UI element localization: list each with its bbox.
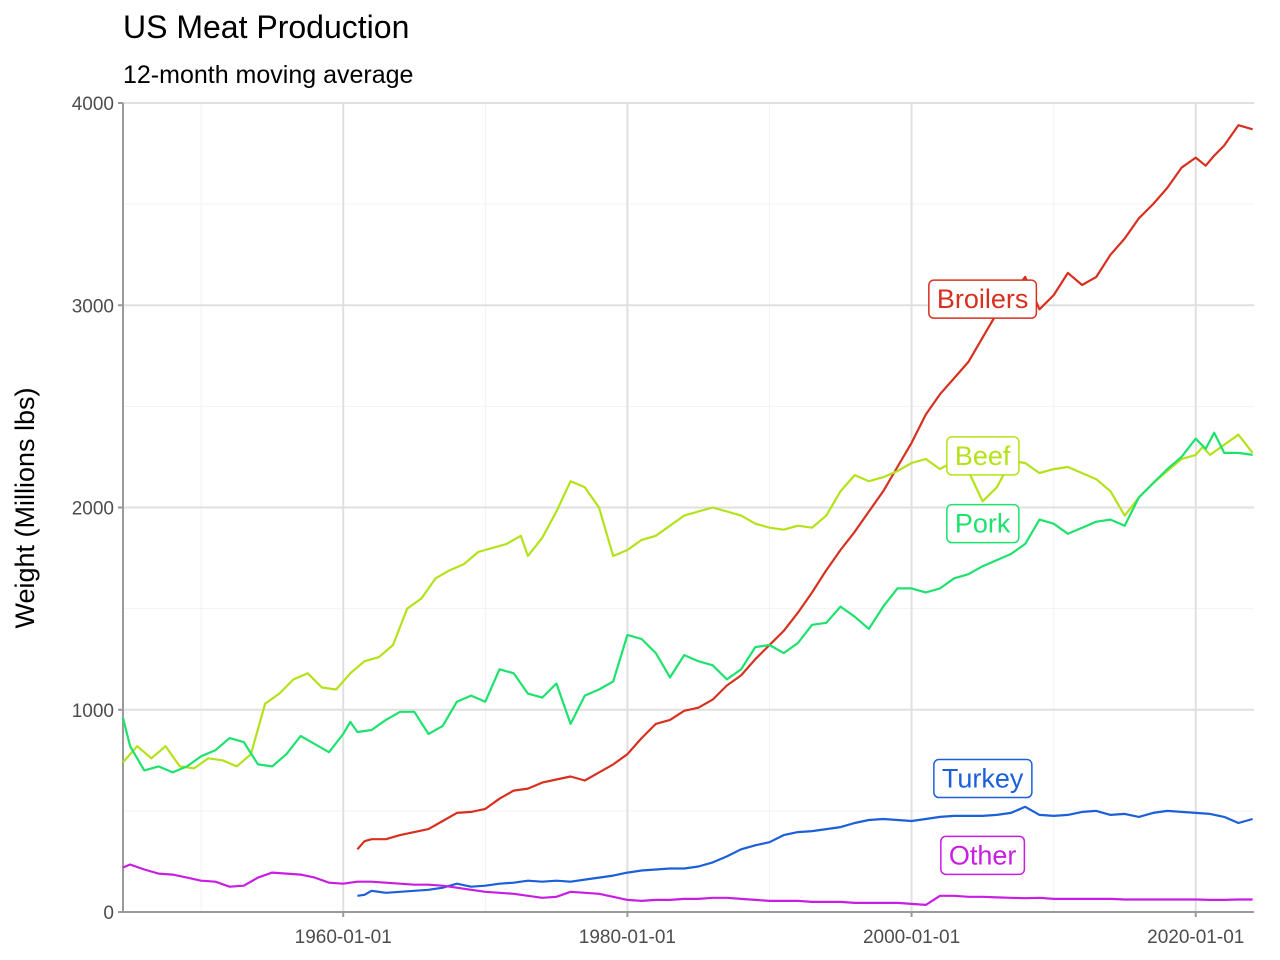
series-label-beef: Beef bbox=[946, 436, 1020, 476]
series-line-pork bbox=[121, 431, 1253, 774]
series-label-broilers: Broilers bbox=[928, 279, 1038, 319]
x-tick-label: 2020-01-01 bbox=[1147, 927, 1244, 948]
series-line-other bbox=[122, 863, 1253, 906]
chart-subtitle: 12-month moving average bbox=[123, 61, 413, 89]
series-label-pork: Pork bbox=[946, 503, 1020, 544]
series-label-text: Broilers bbox=[937, 284, 1029, 314]
series-line-broilers bbox=[356, 124, 1253, 851]
x-tick-label: 2000-01-01 bbox=[863, 927, 960, 948]
series-label-text: Other bbox=[949, 840, 1017, 870]
series-label-text: Pork bbox=[955, 509, 1011, 539]
x-tick-label: 1960-01-01 bbox=[295, 927, 392, 948]
axes: 0 1000 2000 3000 4000 1960-01-01 1980-01-01 200… bbox=[72, 94, 1254, 948]
series-label-text: Beef bbox=[955, 441, 1011, 471]
series-line-turkey bbox=[357, 805, 1253, 897]
x-tick-label: 1980-01-01 bbox=[579, 927, 676, 948]
series-label-turkey: Turkey bbox=[933, 758, 1033, 799]
y-tick-label: 1000 bbox=[72, 701, 114, 722]
series-line-beef bbox=[122, 433, 1254, 770]
y-tick-label: 2000 bbox=[72, 499, 114, 520]
y-tick-label: 3000 bbox=[72, 296, 114, 317]
chart-title: US Meat Production bbox=[123, 9, 409, 45]
series-label-other: Other bbox=[940, 835, 1026, 876]
y-tick-label: 4000 bbox=[72, 94, 114, 115]
series-label-text: Turkey bbox=[942, 764, 1024, 794]
y-axis-label: Weight (Millions lbs) bbox=[10, 387, 40, 628]
series-labels: Broilers Beef Pork Turkey Other bbox=[928, 279, 1038, 876]
series-layer bbox=[121, 124, 1254, 906]
y-tick-label: 0 bbox=[103, 903, 114, 924]
grid bbox=[123, 102, 1254, 913]
